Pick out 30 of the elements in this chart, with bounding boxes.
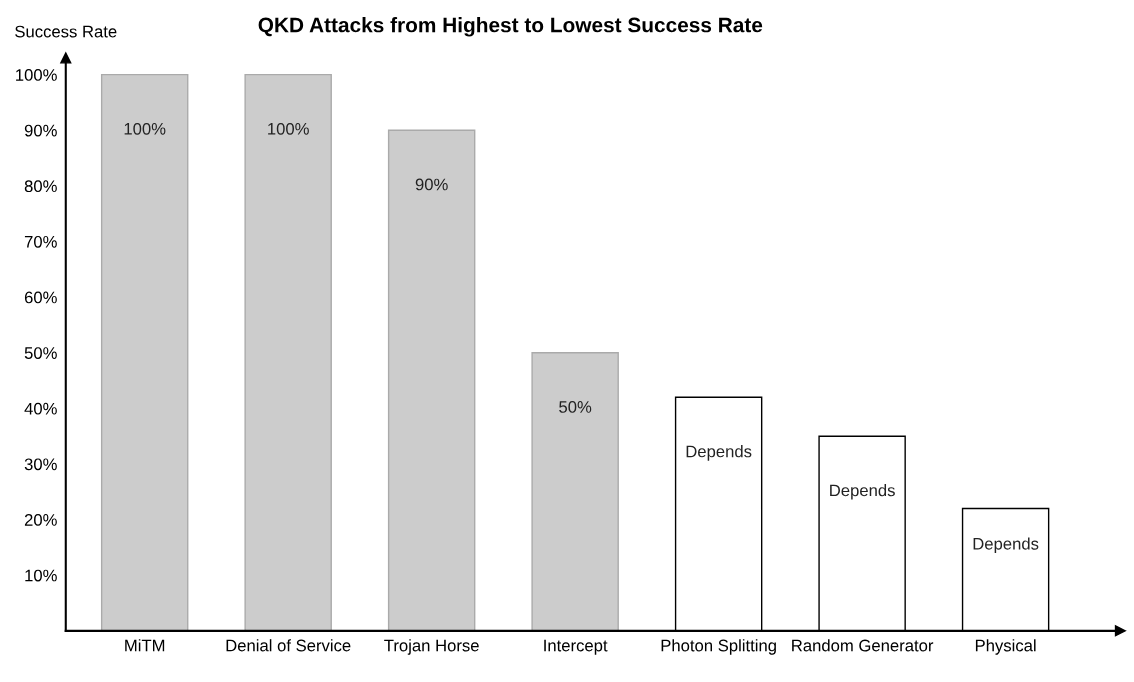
x-tick-label: Intercept [544, 639, 608, 655]
y-tick-label: 20% [24, 514, 57, 526]
y-tick-label: 50% [24, 347, 57, 359]
data-label: 100% [268, 122, 309, 135]
x-tick-label: MiTM [125, 639, 165, 652]
data-label: 90% [415, 178, 448, 191]
y-tick-label: 10% [25, 569, 57, 582]
bar [100, 73, 189, 631]
data-label: 100% [124, 122, 166, 135]
y-tick-label: 100% [16, 69, 57, 81]
chart-title: QKD Attacks from Highest to Lowest Success Rate [258, 17, 763, 37]
y-tick-label: 60% [24, 291, 57, 304]
y-axis-title: Success Rate [15, 25, 117, 38]
x-tick-label: Denial of Service [226, 639, 351, 652]
y-tick-label: 80% [24, 180, 57, 193]
x-tick-label: Photon Splitting [661, 639, 776, 655]
data-label: Depends [686, 445, 752, 461]
y-tick-label: 30% [24, 458, 57, 471]
x-tick-label: Trojan Horse [384, 639, 479, 655]
bar [244, 73, 332, 631]
y-tick-label: 90% [24, 124, 57, 137]
data-label: Depends [830, 484, 895, 500]
data-label: Depends [973, 537, 1039, 553]
bar [387, 129, 476, 631]
x-tick-label: Random Generator [792, 639, 934, 652]
x-tick-label: Physical [975, 639, 1036, 655]
y-tick-label: 70% [24, 235, 57, 248]
y-tick-label: 40% [24, 402, 57, 415]
data-label: 50% [559, 401, 592, 413]
bar [531, 352, 619, 631]
